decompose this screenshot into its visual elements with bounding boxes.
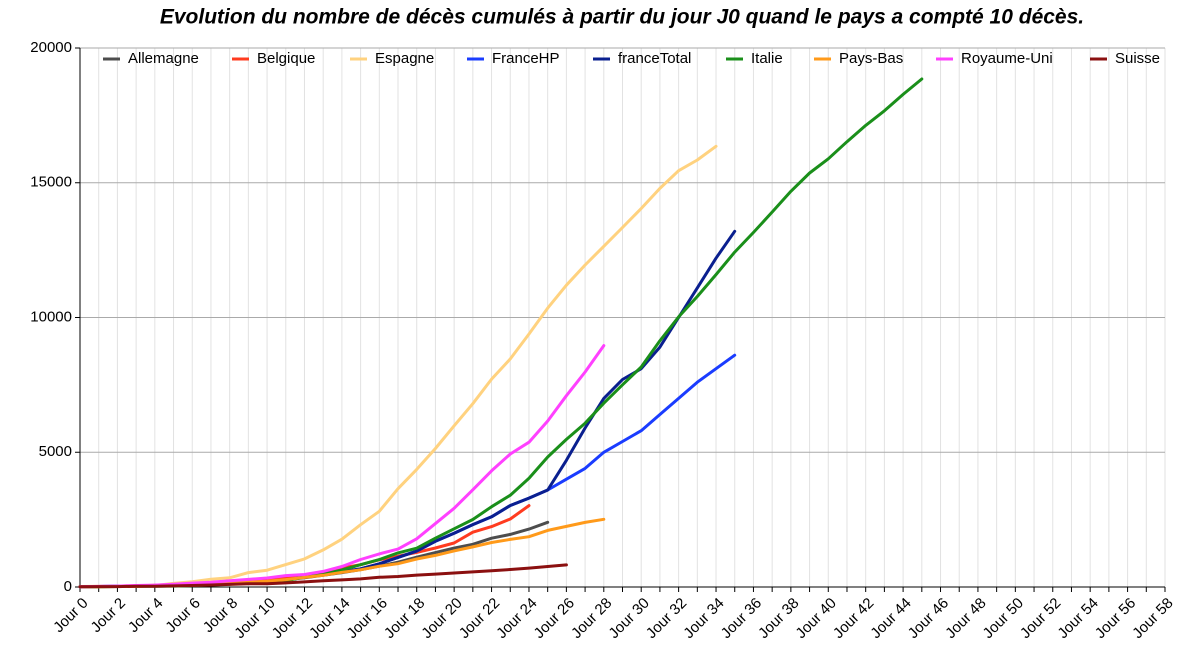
legend-label: Suisse: [1115, 50, 1160, 67]
legend-label: Italie: [751, 50, 783, 67]
series-line: [78, 563, 568, 589]
y-tick-label: 20000: [30, 39, 72, 56]
legend-label: Pays-Bas: [839, 50, 903, 67]
chart-title: Evolution du nombre de décès cumulés à p…: [160, 6, 1084, 29]
legend-label: Espagne: [375, 50, 434, 67]
legend-label: Royaume-Uni: [961, 50, 1053, 67]
y-tick-label: 5000: [39, 443, 72, 460]
legend-label: franceTotal: [618, 50, 691, 67]
legend-label: Belgique: [257, 50, 315, 67]
legend-label: Allemagne: [128, 50, 199, 67]
y-tick-label: 10000: [30, 308, 72, 325]
legend-label: FranceHP: [492, 50, 560, 67]
y-tick-label: 0: [64, 578, 72, 595]
y-tick-label: 15000: [30, 174, 72, 191]
